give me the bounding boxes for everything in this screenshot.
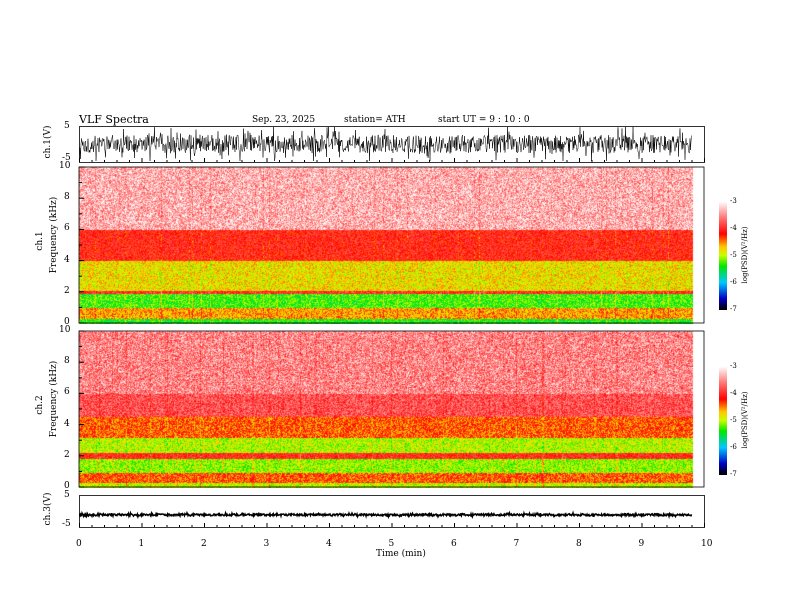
figure-title: VLF Spectra	[79, 113, 149, 126]
plot-frame	[78, 330, 705, 488]
ch1-spectrogram	[79, 167, 705, 324]
x-tick-label: 4	[326, 539, 332, 549]
colorbar-tick-label: -6	[730, 443, 737, 451]
ch2-freq-ylabel: Frequency (kHz)	[49, 360, 59, 438]
ch1-freq-ylabel: Frequency (kHz)	[49, 196, 59, 274]
ch3-wave-ylabel: ch.3(V)	[43, 492, 53, 526]
x-tick-label: 2	[201, 539, 207, 549]
colorbar-tick-label: -7	[730, 305, 737, 313]
x-tick-label: 5	[388, 539, 395, 549]
colorbar-tick-label: -3	[730, 362, 737, 370]
colorbar-tick-label: -5	[730, 251, 737, 259]
colorbar	[719, 366, 727, 475]
y-tick-label: 10	[59, 325, 71, 335]
ytick: -5	[62, 519, 71, 529]
y-tick-label: 0	[64, 481, 70, 491]
y-tick-label: 4	[64, 254, 70, 265]
colorbar-label: log(PSD)(V²/Hz)	[741, 226, 749, 284]
y-tick-label: 10	[59, 161, 71, 171]
colorbar-label: log(PSD)(V²/Hz)	[741, 391, 749, 449]
ch1-waveform-panel	[79, 126, 705, 163]
waveform-trace	[79, 510, 693, 520]
ytick: -5	[62, 153, 71, 163]
y-tick-label: 6	[64, 223, 70, 234]
ch2-spectrogram-frame	[78, 330, 705, 488]
x-axis-label: Time (min)	[376, 549, 426, 559]
ch2-spectrogram	[79, 331, 705, 488]
colorbar-tick-label: -3	[730, 197, 737, 205]
plot-frame	[79, 126, 705, 163]
x-tick-label: 9	[638, 539, 645, 549]
x-tick-label: 0	[76, 539, 82, 549]
y-tick-label: 8	[64, 356, 70, 367]
x-tick-label: 8	[576, 539, 582, 549]
ch1-wave-ylabel: ch.1(V)	[43, 125, 53, 159]
y-tick-label: 0	[64, 317, 70, 327]
ch3-waveform-panel	[79, 495, 705, 528]
x-tick-label: 10	[701, 539, 713, 549]
colorbar-tick-label: -4	[730, 389, 737, 397]
plot-frame	[78, 166, 705, 324]
start-time-label: start UT = 9 : 10 : 0	[438, 115, 530, 125]
ytick: 5	[64, 490, 70, 500]
ch2-spec-ylabel: ch.2	[35, 395, 45, 415]
x-tick-label: 7	[513, 539, 520, 549]
colorbar-tick-label: -7	[730, 470, 737, 478]
colorbar-tick-label: -4	[730, 224, 737, 232]
y-tick-label: 8	[64, 192, 70, 203]
y-tick-label: 6	[64, 387, 70, 398]
date-label: Sep. 23, 2025	[252, 115, 316, 125]
x-tick-label: 1	[138, 539, 145, 549]
colorbar	[719, 201, 727, 310]
waveform-trace	[79, 126, 692, 162]
ch1-spec-ylabel: ch.1	[35, 231, 45, 251]
y-tick-label: 2	[64, 449, 70, 460]
y-tick-label: 4	[64, 418, 70, 429]
ytick: 5	[64, 121, 70, 131]
colorbar-tick-label: -6	[730, 278, 737, 286]
y-tick-label: 2	[64, 285, 70, 296]
plot-frame	[79, 495, 705, 528]
x-tick-label: 3	[263, 539, 270, 549]
station-label: station= ATH	[344, 115, 406, 125]
x-tick-label: 6	[451, 539, 457, 549]
ch1-spectrogram-frame	[78, 166, 705, 324]
colorbar-tick-label: -5	[730, 416, 737, 424]
